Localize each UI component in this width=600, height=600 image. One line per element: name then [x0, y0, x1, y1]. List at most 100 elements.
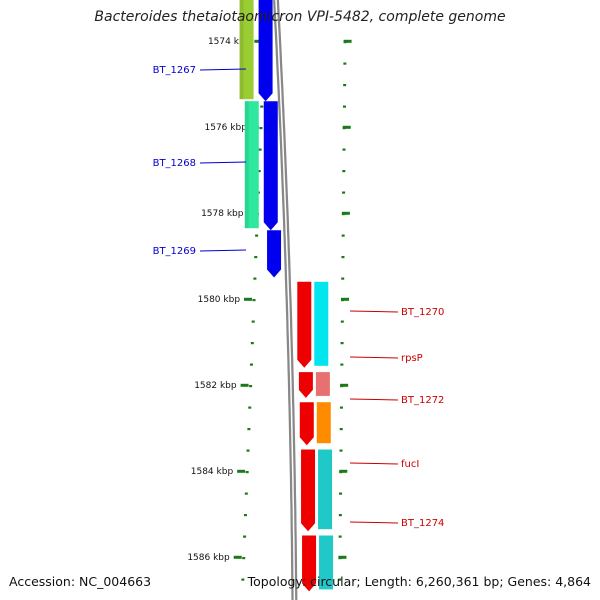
- minor-tick: [340, 363, 344, 366]
- minor-tick: [251, 320, 255, 323]
- minor-tick: [260, 105, 264, 108]
- minor-tick: [255, 234, 259, 237]
- gene-arrow-forward: [258, 0, 273, 102]
- minor-tick: [254, 256, 258, 259]
- major-tick-right: [340, 383, 349, 387]
- minor-tick: [343, 62, 347, 65]
- minor-tick: [246, 449, 250, 452]
- backbone-inner: [275, 0, 296, 600]
- tick-label: 1584 kbp: [191, 467, 234, 477]
- major-tick-left: [237, 469, 246, 473]
- minor-tick: [257, 170, 261, 173]
- length-text: Length: 6,260,361 bp: [364, 574, 500, 589]
- minor-tick: [340, 320, 344, 323]
- gene-label-reverse: BT_1272: [401, 395, 444, 406]
- cog-bar-shade: [239, 0, 244, 100]
- minor-tick: [339, 449, 343, 452]
- topology-text: Topology: circular: [247, 574, 357, 589]
- genome-title: Bacteroides thetaiotaomicron VPI-5482, c…: [94, 9, 506, 25]
- minor-tick: [342, 105, 346, 108]
- gene-label-forward: BT_1268: [153, 158, 196, 169]
- minor-tick: [258, 148, 262, 151]
- tick-label: 1582 kbp: [194, 381, 237, 391]
- cog-bar-reverse: [316, 402, 331, 444]
- gene-arrow-reverse: [301, 449, 316, 532]
- gene-label-reverse: BT_1274: [401, 518, 444, 529]
- tick-label: 1574 kbp: [208, 37, 251, 47]
- minor-tick: [247, 428, 251, 431]
- major-tick-right: [341, 297, 350, 301]
- gene-arrow-reverse: [302, 535, 317, 592]
- minor-tick: [338, 514, 342, 517]
- major-tick-left: [254, 39, 263, 43]
- minor-tick: [341, 277, 345, 280]
- minor-tick: [245, 471, 249, 474]
- label-leader-forward: [199, 161, 247, 164]
- minor-tick: [340, 342, 344, 345]
- minor-tick: [339, 406, 343, 409]
- minor-tick: [249, 385, 253, 388]
- minor-tick: [341, 234, 345, 237]
- label-leader-reverse: [349, 356, 399, 359]
- accession-label: Accession: NC_004663: [9, 574, 151, 589]
- minor-tick: [341, 256, 345, 259]
- minor-tick: [241, 578, 245, 581]
- gene-label-reverse: BT_1270: [401, 307, 444, 318]
- label-leader-reverse: [349, 310, 399, 313]
- gene-label-reverse: rpsP: [401, 353, 423, 364]
- major-tick-right: [341, 211, 350, 215]
- gene-arrow-reverse: [297, 281, 312, 368]
- cog-bar-reverse: [315, 372, 330, 396]
- major-tick-right: [338, 555, 347, 559]
- tick-label: 1576 kbp: [205, 123, 248, 133]
- major-tick-left: [240, 383, 249, 387]
- tick-label: 1586 kbp: [187, 553, 230, 563]
- major-tick-right: [343, 39, 352, 43]
- gene-arrow-reverse: [298, 372, 313, 398]
- gene-label-forward: BT_1267: [153, 65, 196, 76]
- accession-text: Accession: NC_004663: [9, 574, 152, 589]
- minor-tick: [243, 514, 247, 517]
- minor-tick: [343, 84, 347, 87]
- minor-tick: [242, 557, 246, 560]
- gene-label-reverse: fucI: [401, 459, 419, 470]
- minor-tick: [252, 299, 256, 302]
- label-leader-reverse: [349, 398, 399, 401]
- label-leader-reverse: [349, 521, 399, 524]
- minor-tick: [249, 363, 253, 366]
- minor-tick: [339, 492, 343, 495]
- cog-bar-reverse: [319, 535, 334, 590]
- minor-tick: [342, 148, 346, 151]
- label-leader-forward: [199, 249, 247, 252]
- backbone-outer: [273, 0, 298, 600]
- minor-tick: [243, 535, 247, 538]
- cog-bar-shade: [244, 101, 249, 229]
- major-tick-left: [233, 555, 242, 559]
- label-leader-forward: [199, 68, 247, 71]
- minor-tick: [244, 492, 248, 495]
- major-tick-left: [244, 297, 253, 301]
- major-tick-right: [339, 469, 348, 473]
- minor-tick: [342, 170, 346, 173]
- gene-arrow-reverse: [299, 402, 314, 446]
- gene-label-forward: BT_1269: [153, 246, 196, 257]
- minor-tick: [342, 191, 346, 194]
- minor-tick: [338, 578, 342, 581]
- cog-bar-reverse: [314, 281, 329, 366]
- cog-bar-forward: [239, 0, 254, 100]
- minor-tick: [248, 406, 252, 409]
- gene-arrow-forward: [267, 230, 282, 278]
- minor-tick: [253, 277, 257, 280]
- tick-label: 1580 kbp: [198, 295, 241, 305]
- label-leader-reverse: [349, 462, 399, 465]
- genome-stats: Topology: circular; Length: 6,260,361 bp…: [247, 574, 591, 589]
- major-tick-right: [342, 125, 351, 129]
- minor-tick: [250, 342, 254, 345]
- minor-tick: [259, 127, 263, 130]
- minor-tick: [338, 535, 342, 538]
- cog-bar-forward: [244, 101, 259, 229]
- cog-bar-reverse: [318, 449, 333, 530]
- minor-tick: [339, 428, 343, 431]
- gene-arrow-forward: [263, 101, 278, 231]
